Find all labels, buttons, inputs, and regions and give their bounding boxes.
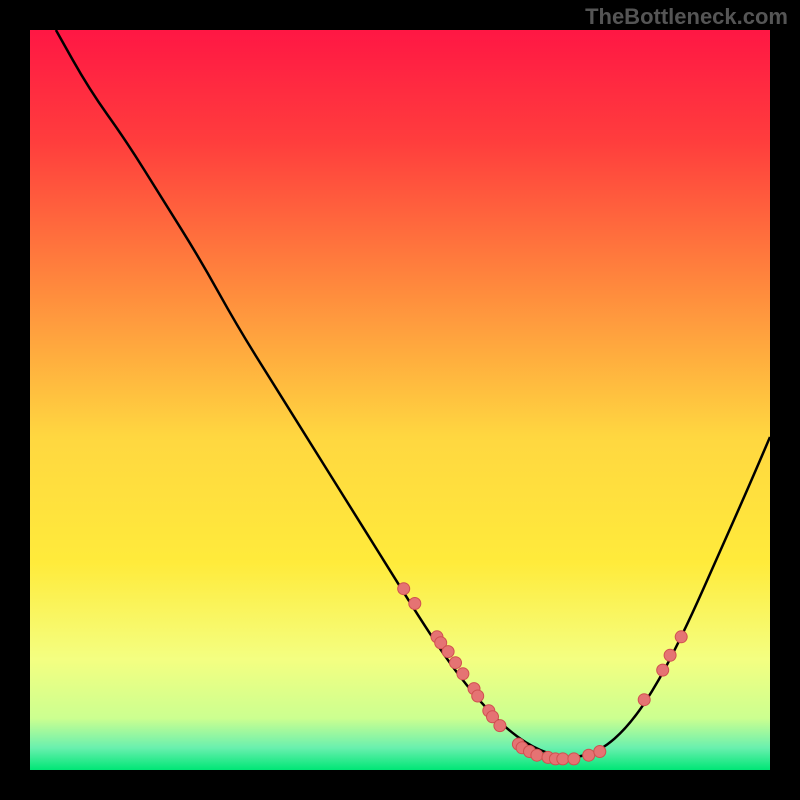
data-marker (472, 690, 484, 702)
data-marker (557, 753, 569, 765)
data-marker (568, 753, 580, 765)
data-marker (531, 749, 543, 761)
data-marker (638, 694, 650, 706)
data-markers (398, 583, 688, 765)
chart-plot-area (30, 30, 770, 770)
data-marker (442, 646, 454, 658)
data-marker (594, 746, 606, 758)
data-marker (450, 657, 462, 669)
data-marker (457, 668, 469, 680)
data-marker (657, 664, 669, 676)
watermark-text: TheBottleneck.com (585, 4, 788, 30)
data-marker (494, 720, 506, 732)
data-marker (409, 598, 421, 610)
bottleneck-curve (56, 30, 770, 757)
data-marker (664, 649, 676, 661)
data-marker (398, 583, 410, 595)
data-marker (583, 749, 595, 761)
data-marker (675, 631, 687, 643)
curve-overlay (30, 30, 770, 770)
